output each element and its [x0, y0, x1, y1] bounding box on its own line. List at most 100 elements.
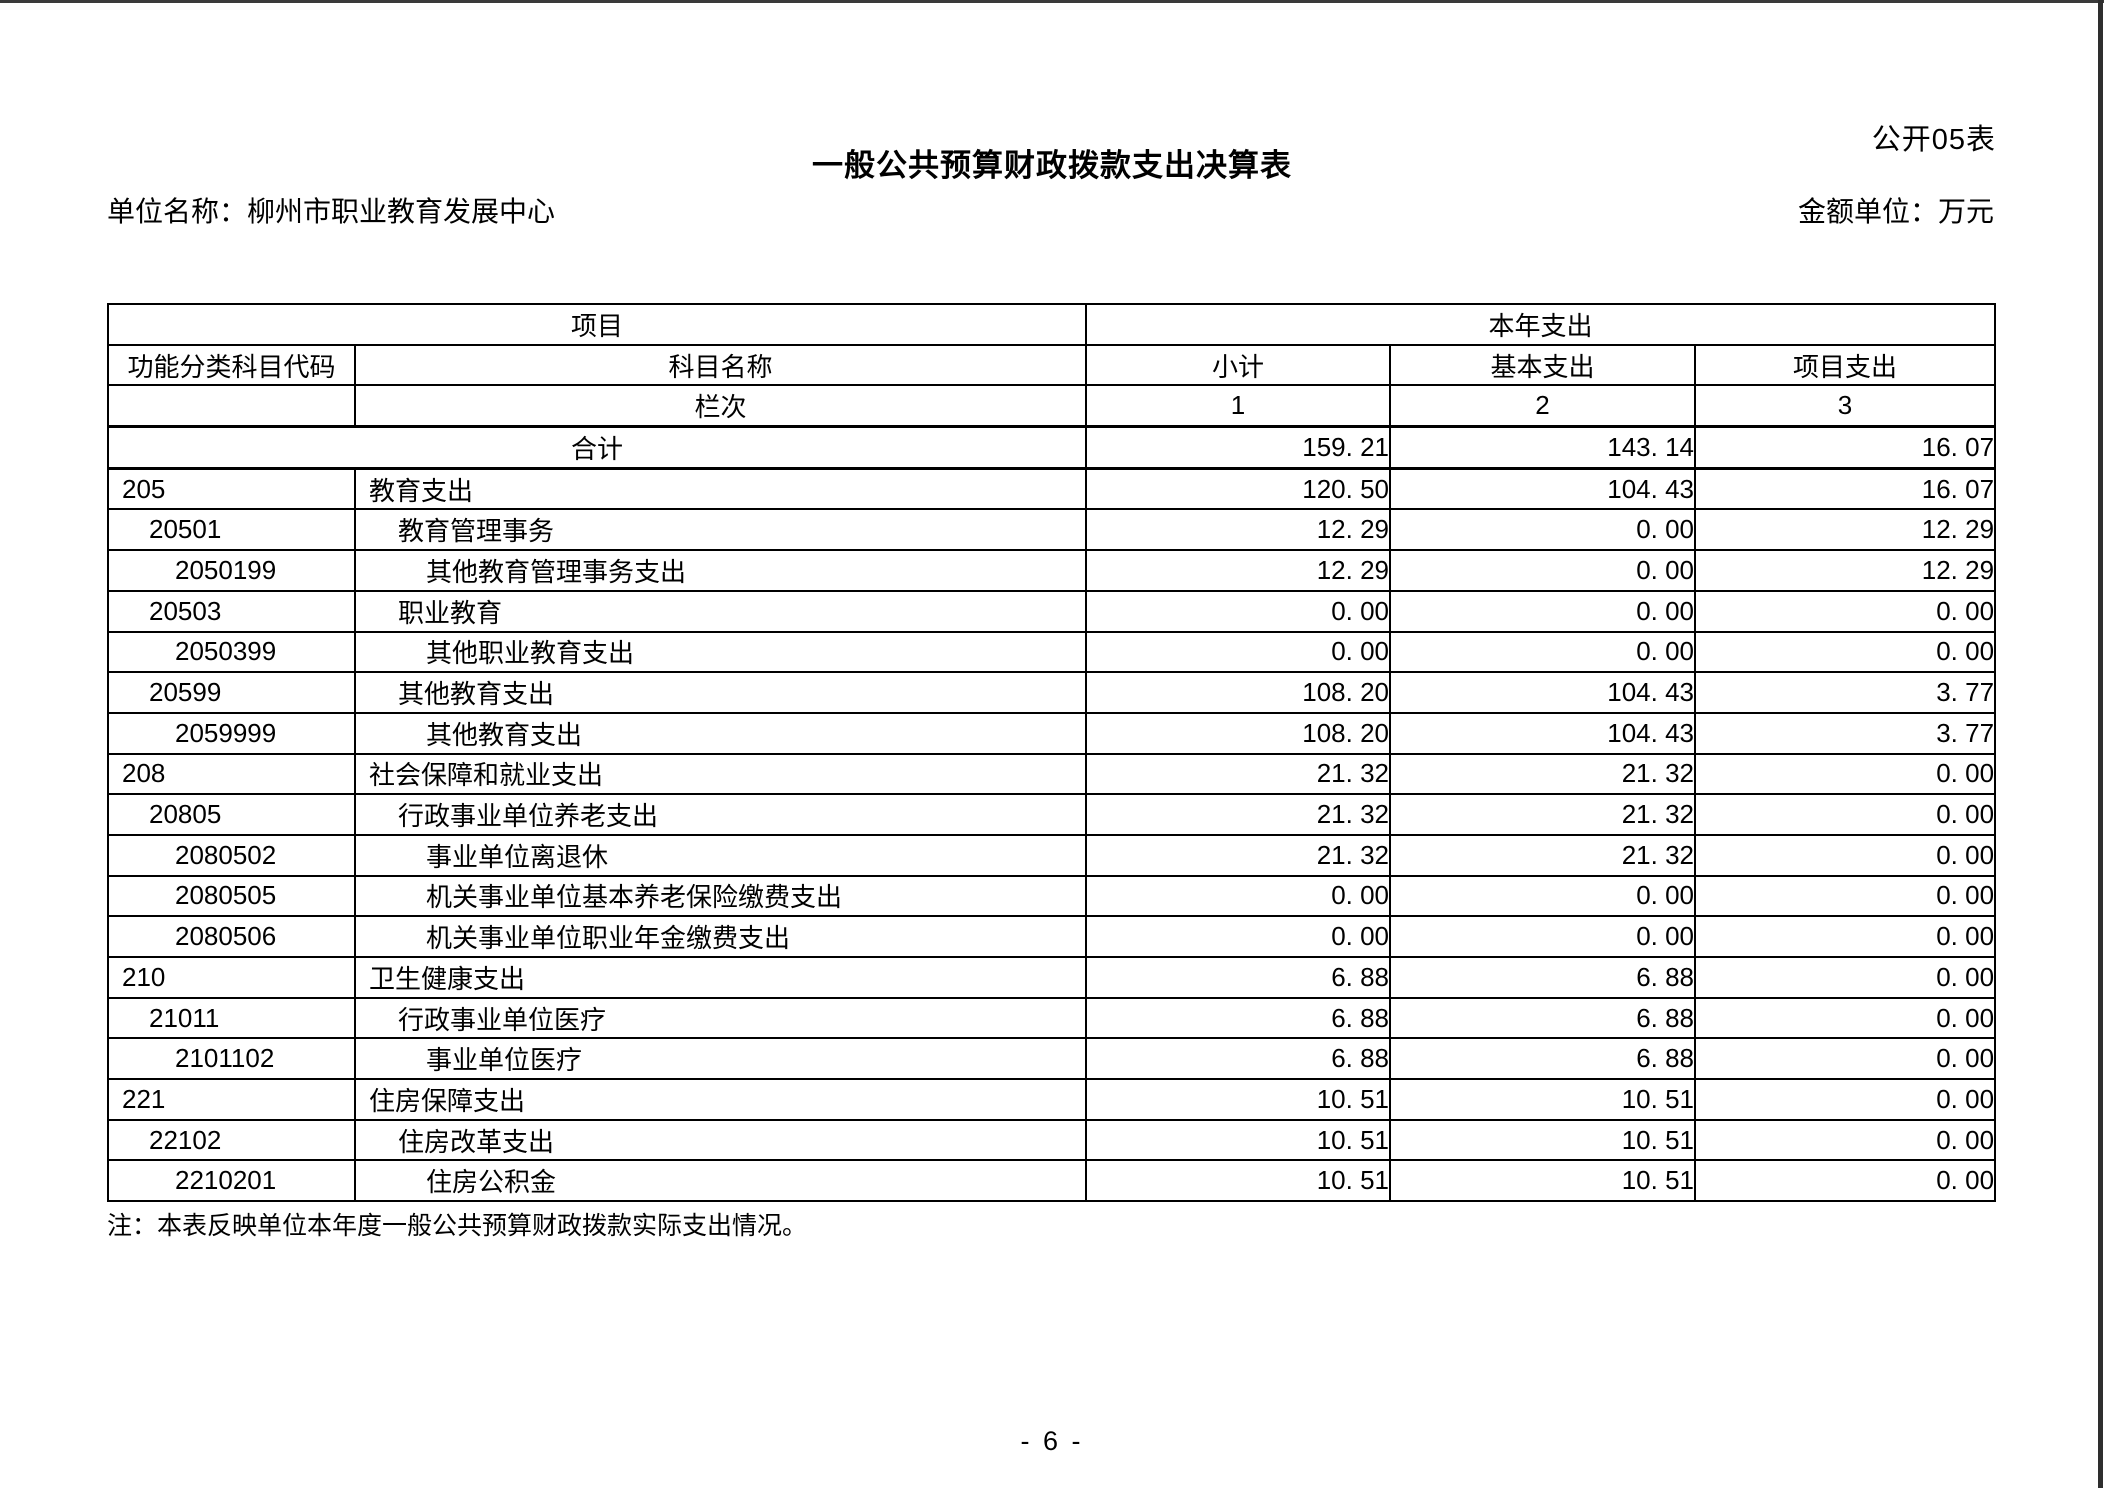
subject-name-cell: 事业单位医疗	[353, 1037, 1088, 1081]
project-expense-cell: 3. 77	[1694, 671, 1997, 714]
subject-name-cell: 其他教育支出	[353, 711, 1088, 755]
subject-name-cell: 行政事业单位养老支出	[353, 793, 1088, 836]
function-code-cell: 2050199	[107, 549, 356, 592]
subject-name-cell: 其他职业教育支出	[353, 630, 1088, 674]
header-project-group: 项目	[106, 303, 1088, 346]
project-expense-cell: 0. 00	[1694, 915, 1997, 958]
function-code-cell: 221	[107, 1078, 356, 1121]
total-project-cell: 16. 07	[1694, 425, 1997, 470]
table-row: 208 社会保障和就业支出 21. 32 21. 32 0. 00	[107, 752, 1997, 796]
total-subtotal-cell: 159. 21	[1085, 425, 1392, 470]
project-expense-cell: 0. 00	[1694, 956, 1997, 999]
basic-expense-cell: 6. 88	[1389, 956, 1697, 999]
basic-expense-cell: 10. 51	[1389, 1118, 1697, 1162]
subtotal-cell: 10. 51	[1085, 1078, 1392, 1121]
table-row: 2050199 其他教育管理事务支出 12. 29 0. 00 12. 29	[107, 549, 1997, 592]
subtotal-cell: 12. 29	[1085, 508, 1392, 552]
subtotal-cell: 108. 20	[1085, 671, 1392, 714]
basic-expense-cell: 0. 00	[1389, 874, 1697, 918]
subject-name-cell: 教育支出	[353, 467, 1088, 511]
project-expense-cell: 12. 29	[1694, 549, 1997, 592]
subtotal-cell: 108. 20	[1085, 711, 1392, 755]
table-row: 22102 住房改革支出 10. 51 10. 51 0. 00	[107, 1118, 1997, 1162]
total-basic-cell: 143. 14	[1389, 425, 1697, 470]
table-row: 2059999 其他教育支出 108. 20 104. 43 3. 77	[107, 711, 1997, 755]
subtotal-cell: 21. 32	[1085, 793, 1392, 836]
subtotal-cell: 21. 32	[1085, 752, 1392, 796]
table-row: 20503 职业教育 0. 00 0. 00 0. 00	[107, 589, 1997, 633]
table-row: 20599 其他教育支出 108. 20 104. 43 3. 77	[107, 671, 1997, 714]
project-expense-cell: 0. 00	[1694, 833, 1997, 877]
basic-expense-cell: 0. 00	[1389, 630, 1697, 674]
function-code-cell: 22102	[107, 1118, 356, 1162]
table-row: 2080505 机关事业单位基本养老保险缴费支出 0. 00 0. 00 0. …	[107, 874, 1997, 918]
project-expense-cell: 3. 77	[1694, 711, 1997, 755]
project-expense-cell: 0. 00	[1694, 1078, 1997, 1121]
subject-name-cell: 行政事业单位医疗	[353, 996, 1088, 1040]
budget-expenditure-table: 项目 本年支出 功能分类科目代码 科目名称 小计 基本支出 项目支出 栏次 1 …	[106, 303, 1997, 1203]
function-code-cell: 20503	[107, 589, 356, 633]
basic-expense-cell: 0. 00	[1389, 508, 1697, 552]
header-row-groups: 项目 本年支出	[106, 303, 1997, 346]
project-expense-cell: 0. 00	[1694, 793, 1997, 836]
project-expense-cell: 0. 00	[1694, 752, 1997, 796]
basic-expense-cell: 104. 43	[1389, 671, 1697, 714]
function-code-cell: 20501	[107, 508, 356, 552]
function-code-cell: 20805	[107, 793, 356, 836]
subtotal-cell: 6. 88	[1085, 1037, 1392, 1081]
table-footnote: 注：本表反映单位本年度一般公共预算财政拨款实际支出情况。	[107, 1212, 808, 1240]
basic-expense-cell: 21. 32	[1389, 752, 1697, 796]
total-label-cell: 合计	[106, 425, 1088, 470]
page-number: - 6 -	[1020, 1426, 1084, 1456]
screenshot-top-edge-strip	[0, 0, 2104, 3]
table-row: 221 住房保障支出 10. 51 10. 51 0. 00	[107, 1078, 1997, 1121]
function-code-cell: 21011	[107, 996, 356, 1040]
subtotal-cell: 0. 00	[1085, 589, 1392, 633]
total-row: 合计 159. 21 143. 14 16. 07	[106, 425, 1997, 470]
header-row-column-numbers: 栏次 1 2 3	[107, 384, 1997, 429]
function-code-cell: 2080506	[107, 915, 356, 958]
project-expense-cell: 0. 00	[1694, 1037, 1997, 1081]
header-function-code: 功能分类科目代码	[107, 343, 356, 387]
column-number-3: 3	[1694, 384, 1997, 429]
subject-name-cell: 职业教育	[353, 589, 1088, 633]
subtotal-cell: 0. 00	[1085, 630, 1392, 674]
basic-expense-cell: 0. 00	[1389, 589, 1697, 633]
subject-name-cell: 住房公积金	[353, 1159, 1088, 1203]
project-expense-cell: 12. 29	[1694, 508, 1997, 552]
header-row-columns: 功能分类科目代码 科目名称 小计 基本支出 项目支出	[107, 343, 1997, 387]
header-basic-expense: 基本支出	[1389, 343, 1697, 387]
table-row: 2080502 事业单位离退休 21. 32 21. 32 0. 00	[107, 833, 1997, 877]
header-subject-name: 科目名称	[353, 343, 1088, 387]
subject-name-cell: 其他教育管理事务支出	[353, 549, 1088, 592]
page-title: 一般公共预算财政拨款支出决算表	[812, 148, 1292, 183]
subtotal-cell: 12. 29	[1085, 549, 1392, 592]
function-code-cell: 2050399	[107, 630, 356, 674]
header-project-expense: 项目支出	[1694, 343, 1997, 387]
function-code-cell: 2059999	[107, 711, 356, 755]
subject-name-cell: 机关事业单位职业年金缴费支出	[353, 915, 1088, 958]
column-number-1: 1	[1085, 384, 1392, 429]
project-expense-cell: 0. 00	[1694, 1118, 1997, 1162]
project-expense-cell: 16. 07	[1694, 467, 1997, 511]
subject-name-cell: 社会保障和就业支出	[353, 752, 1088, 796]
subtotal-cell: 10. 51	[1085, 1118, 1392, 1162]
project-expense-cell: 0. 00	[1694, 630, 1997, 674]
project-expense-cell: 0. 00	[1694, 996, 1997, 1040]
subtotal-cell: 6. 88	[1085, 956, 1392, 999]
function-code-cell: 2210201	[107, 1159, 356, 1203]
screenshot-right-edge-strip	[2098, 0, 2103, 1488]
table-row: 20501 教育管理事务 12. 29 0. 00 12. 29	[107, 508, 1997, 552]
subtotal-cell: 21. 32	[1085, 833, 1392, 877]
table-row: 2080506 机关事业单位职业年金缴费支出 0. 00 0. 00 0. 00	[107, 915, 1997, 958]
function-code-cell: 2080505	[107, 874, 356, 918]
project-expense-cell: 0. 00	[1694, 1159, 1997, 1203]
basic-expense-cell: 6. 88	[1389, 1037, 1697, 1081]
table-body: 合计 159. 21 143. 14 16. 07 205 教育支出 120. …	[106, 425, 1997, 1203]
subtotal-cell: 10. 51	[1085, 1159, 1392, 1203]
basic-expense-cell: 21. 32	[1389, 793, 1697, 836]
function-code-cell: 2101102	[107, 1037, 356, 1081]
subject-name-cell: 机关事业单位基本养老保险缴费支出	[353, 874, 1088, 918]
table-row: 210 卫生健康支出 6. 88 6. 88 0. 00	[107, 956, 1997, 999]
form-code-label: 公开05表	[1871, 124, 1996, 156]
